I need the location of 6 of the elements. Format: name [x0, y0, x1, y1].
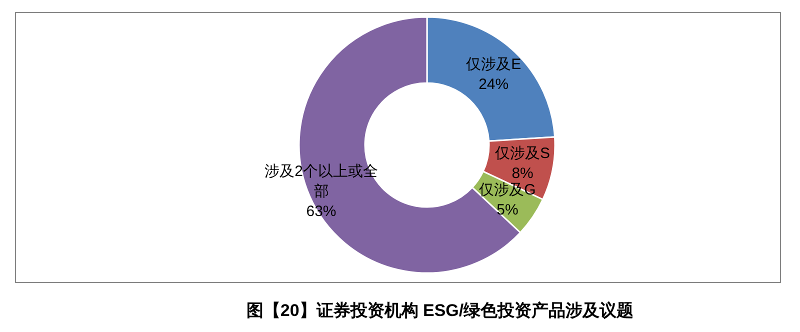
data-label: 24%: [478, 76, 509, 94]
slice-label: 仅涉及E: [466, 56, 522, 74]
data-label: 8%: [512, 165, 534, 182]
text: 图【20】证券投资机构 ESG/绿色投资产品涉及议题: [246, 301, 634, 320]
slice-label: 仅涉及S: [495, 145, 550, 162]
data-label: 5%: [496, 202, 518, 219]
